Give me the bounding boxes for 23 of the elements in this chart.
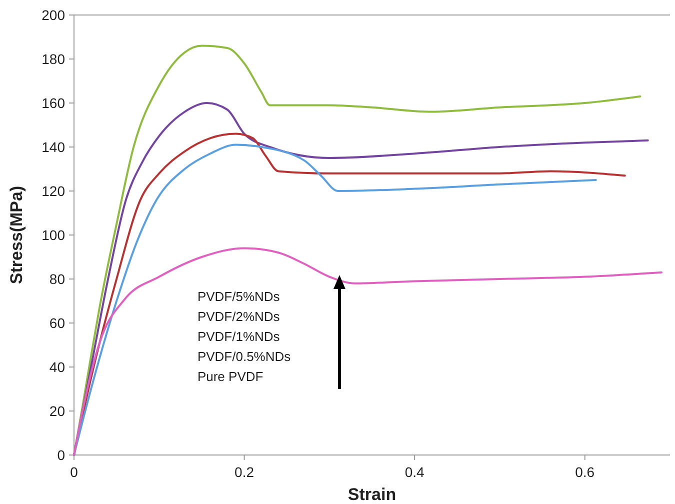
y-tick-label: 80 xyxy=(49,270,66,287)
x-tick-label: 0.4 xyxy=(404,464,425,480)
line-series xyxy=(73,247,662,456)
y-tick-label: 200 xyxy=(42,6,66,23)
x-tick-label: 0.6 xyxy=(575,464,595,480)
annotation: PVDF/5%NDs xyxy=(197,289,280,304)
y-tick-label: 180 xyxy=(42,50,66,67)
annotation: PVDF/1%NDs xyxy=(197,329,280,344)
y-tick-label: 140 xyxy=(42,138,66,155)
y-tick-label: 120 xyxy=(42,182,66,199)
y-tick-label: 0 xyxy=(57,446,66,463)
annotation: PVDF/2%NDs xyxy=(197,309,280,324)
y-tick-label: 20 xyxy=(49,402,66,419)
y-axis-title: Stress(MPa) xyxy=(7,186,26,284)
x-axis-title: Strain xyxy=(348,485,396,504)
annotation: PVDF/0.5%NDs xyxy=(197,349,292,364)
y-tick-label: 60 xyxy=(49,314,66,331)
y-tick-label: 40 xyxy=(49,358,66,375)
x-tick-label: 0.2 xyxy=(234,464,254,480)
y-tick-label: 100 xyxy=(42,226,66,243)
x-tick-label: 0 xyxy=(70,464,78,480)
y-tick-label: 160 xyxy=(42,94,66,111)
annotation: Pure PVDF xyxy=(197,369,264,384)
